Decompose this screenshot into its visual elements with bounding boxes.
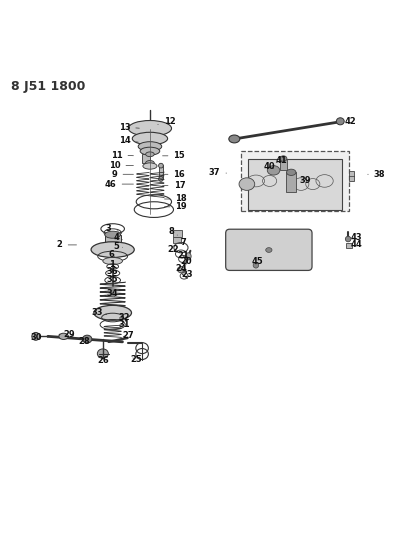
FancyBboxPatch shape (226, 229, 312, 270)
Ellipse shape (91, 242, 134, 257)
Text: 31: 31 (119, 320, 130, 329)
Ellipse shape (132, 132, 168, 145)
Bar (286, 172, 296, 192)
Text: 23: 23 (181, 270, 193, 279)
Text: 1: 1 (109, 260, 115, 269)
Text: 8: 8 (169, 228, 178, 237)
Ellipse shape (103, 257, 123, 264)
Text: 27: 27 (123, 330, 134, 340)
Text: 11: 11 (111, 150, 133, 159)
Text: 17: 17 (162, 181, 185, 190)
Text: 26: 26 (97, 356, 109, 365)
Ellipse shape (105, 243, 121, 250)
Bar (174, 237, 181, 243)
Ellipse shape (138, 142, 162, 151)
Bar (241, 150, 349, 212)
Text: 24: 24 (176, 264, 187, 273)
Bar (349, 171, 354, 181)
Ellipse shape (140, 147, 160, 155)
Ellipse shape (94, 305, 131, 320)
Text: 30: 30 (30, 333, 48, 342)
Ellipse shape (185, 253, 191, 260)
Bar (172, 230, 182, 238)
Text: 15: 15 (162, 151, 185, 160)
Bar (142, 154, 150, 163)
Ellipse shape (345, 236, 351, 242)
Ellipse shape (336, 118, 344, 125)
Ellipse shape (266, 248, 272, 252)
Text: 20: 20 (181, 257, 192, 266)
Bar (158, 165, 163, 179)
Text: 14: 14 (119, 136, 138, 146)
Text: 6: 6 (109, 250, 115, 259)
Text: 35: 35 (106, 274, 118, 284)
Ellipse shape (158, 163, 163, 168)
Bar (346, 243, 352, 248)
Text: 7: 7 (180, 238, 186, 247)
Text: 29: 29 (63, 329, 74, 338)
Text: 18: 18 (164, 195, 187, 204)
Ellipse shape (178, 266, 185, 273)
Text: 12: 12 (158, 117, 176, 126)
Bar (280, 159, 287, 171)
Text: 8 J51 1800: 8 J51 1800 (11, 80, 85, 93)
Text: 21: 21 (178, 251, 189, 260)
Ellipse shape (59, 333, 68, 340)
Text: 34: 34 (106, 289, 118, 298)
Text: 42: 42 (338, 117, 356, 126)
Ellipse shape (267, 166, 280, 175)
Ellipse shape (146, 160, 154, 165)
Ellipse shape (239, 178, 255, 190)
Text: 33: 33 (91, 308, 107, 317)
Ellipse shape (229, 135, 240, 143)
Ellipse shape (280, 156, 287, 161)
Text: 44: 44 (350, 240, 362, 249)
Text: 3: 3 (106, 224, 119, 233)
Text: 5: 5 (114, 241, 123, 251)
Text: 36: 36 (106, 267, 118, 276)
Text: 9: 9 (112, 170, 133, 179)
Text: 16: 16 (162, 170, 185, 179)
Text: 39: 39 (299, 176, 311, 184)
Text: 40: 40 (264, 162, 275, 171)
Ellipse shape (98, 349, 108, 358)
Bar (105, 235, 121, 246)
Text: 45: 45 (252, 257, 264, 266)
Text: 19: 19 (164, 203, 187, 212)
Text: 2: 2 (57, 240, 76, 249)
Text: 43: 43 (350, 232, 362, 241)
Text: 32: 32 (119, 313, 130, 321)
Text: 22: 22 (168, 245, 179, 254)
Text: 37: 37 (209, 168, 226, 177)
Ellipse shape (82, 335, 92, 343)
Ellipse shape (287, 169, 296, 175)
Ellipse shape (129, 120, 172, 136)
Text: 25: 25 (130, 355, 142, 364)
Ellipse shape (158, 176, 163, 181)
Text: 41: 41 (275, 156, 287, 165)
Ellipse shape (253, 263, 259, 268)
Text: 46: 46 (105, 180, 133, 189)
Ellipse shape (32, 333, 40, 340)
Text: 28: 28 (78, 336, 90, 345)
Ellipse shape (146, 152, 154, 157)
Text: 10: 10 (109, 161, 133, 170)
Ellipse shape (105, 231, 121, 238)
Ellipse shape (143, 163, 157, 169)
Bar (248, 159, 342, 211)
Text: 13: 13 (119, 123, 139, 132)
Text: 4: 4 (114, 233, 123, 243)
Text: 38: 38 (368, 170, 385, 179)
